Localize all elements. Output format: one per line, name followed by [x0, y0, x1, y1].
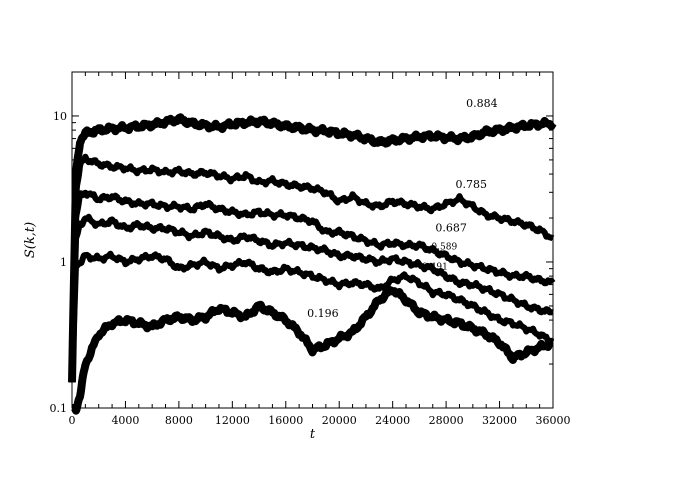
series-line: [69, 250, 555, 383]
x-tick-label: 0: [69, 414, 76, 427]
x-tick-label: 12000: [215, 414, 250, 427]
series-line: [68, 113, 557, 383]
x-tick-label: 32000: [482, 414, 517, 427]
y-tick-label: 0.1: [50, 402, 68, 415]
y-tick-label: 10: [53, 110, 67, 123]
series-line: [69, 213, 555, 383]
y-tick-label: 1: [60, 256, 67, 269]
series-annotation: 0.196: [307, 307, 339, 320]
series-line: [69, 285, 556, 415]
series-line: [69, 153, 555, 383]
x-tick-label: 28000: [429, 414, 464, 427]
series-annotation: 0.491: [422, 262, 448, 272]
y-axis-label: S(k,t): [23, 222, 38, 258]
series-group: [68, 113, 557, 415]
x-axis-label: t: [310, 427, 316, 442]
series-annotation: 0.884: [466, 97, 498, 110]
x-tick-label: 16000: [268, 414, 303, 427]
x-tick-label: 20000: [322, 414, 357, 427]
x-tick-label: 8000: [165, 414, 193, 427]
x-tick-label: 24000: [375, 414, 410, 427]
series-line: [69, 189, 556, 383]
annotations-group: 0.884 0.785 0.687 0.589 0.491 0.196: [307, 97, 497, 320]
x-tick-label: 36000: [536, 414, 571, 427]
x-tick-label: 4000: [111, 414, 139, 427]
series-annotation: 0.687: [435, 221, 467, 234]
axes-group: 0 4000 8000 12000 16000 20000 24000 28000 32000 3…: [50, 71, 571, 427]
series-annotation: 0.589: [431, 242, 457, 252]
series-annotation: 0.785: [455, 178, 487, 191]
